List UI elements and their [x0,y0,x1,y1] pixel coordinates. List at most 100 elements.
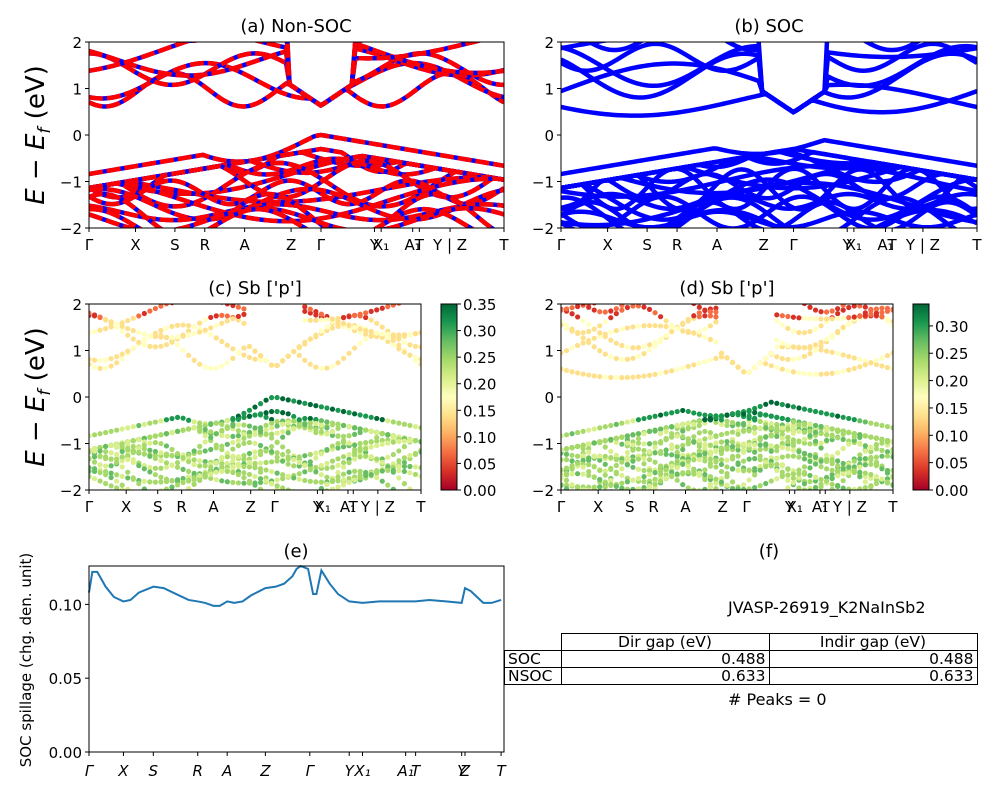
xtick-label: A [221,762,232,780]
scatter-point [407,292,412,297]
scatter-point [630,477,636,483]
xtick-label: Z [459,762,471,780]
scatter-point [103,290,108,295]
scatter-point [624,486,630,490]
scatter-point [192,291,197,296]
scatter-point [713,476,719,482]
scatter-point [191,481,197,487]
scatter-point [824,452,830,458]
scatter-point [873,361,880,367]
scatter-point [807,304,813,310]
scatter-point [851,314,857,320]
scatter-point [368,454,374,460]
scatter-point [624,304,631,311]
scatter-point [141,466,147,472]
xtick-label: Y [457,762,468,780]
scatter-point [569,345,575,351]
scatter-point [591,426,597,432]
scatter-point [352,449,358,456]
scatter-point [613,462,619,469]
scatter-point [119,448,125,455]
scatter-point [241,320,247,326]
scatter-point [868,306,874,313]
scatter-point [729,359,736,366]
scatter-point [246,407,253,413]
scatter-point [274,483,280,489]
scatter-point [125,486,131,490]
scatter-point [340,482,347,488]
scatter-point [163,460,170,466]
scatter-point [685,425,691,431]
scatter-point [368,414,374,420]
scatter-point [824,411,830,417]
scatter-point [890,473,893,480]
scatter-point [269,468,275,475]
scatter-point [758,497,763,502]
ytick-label: 2 [72,34,82,52]
scatter-point [608,422,614,429]
scatter-point [280,458,286,464]
scatter-point [862,462,868,468]
scatter-point [646,472,653,478]
scatter-point [580,428,586,434]
scatter-point [846,315,852,321]
scatter-point [97,469,103,476]
scatter-point [164,497,169,502]
scatter-point [608,329,614,335]
ytick-label: −2 [60,220,82,238]
scatter-point [103,463,109,469]
scatter-point [91,312,98,318]
scatter-point [374,456,380,462]
scatter-point [696,487,702,490]
scatter-point [619,466,625,472]
scatter-point [680,482,686,488]
scatter-point [674,477,680,483]
scatter-point [352,468,358,474]
scatter-point [586,472,592,479]
scatter-point [669,410,675,416]
band-line [89,132,504,177]
table-header-indir: Indir gap (eV) [768,633,978,651]
scatter-point [741,449,747,455]
scatter-point [586,455,592,461]
scatter-point [801,421,808,427]
scatter-point [340,439,347,446]
scatter-point [857,452,863,458]
scatter-point [757,360,763,366]
scatter-point [785,453,791,459]
scatter-point [746,408,752,415]
scatter-point [563,457,570,463]
scatter-point [757,435,763,441]
xtick-label: T [887,236,898,254]
band-line [561,61,977,115]
scatter-point [357,475,363,481]
scatter-point [379,417,385,423]
scatter-point [329,486,336,490]
scatter-point [235,349,241,355]
scatter-point [280,451,286,458]
scatter-point [873,463,880,469]
scatter-point [779,366,785,372]
scatter-point [829,486,835,490]
scatter-point [191,331,197,337]
scatter-point [269,444,275,450]
scatter-point [318,328,324,334]
scatter-point [335,456,341,462]
scatter-point [363,449,369,456]
xtick-label: X₁ [373,236,389,254]
scatter-point [652,343,658,349]
scatter-point [669,442,675,448]
scatter-point [852,294,857,299]
scatter-point [369,275,374,280]
scatter-point [136,463,142,469]
scatter-point [597,484,603,490]
scatter-point [663,475,669,481]
scatter-point [641,293,646,298]
scatter-point [175,289,180,294]
scatter-point [658,467,664,474]
scatter-point [169,452,175,458]
scatter-point [130,424,136,430]
scatter-point [109,289,114,294]
xtick-label: Γ [85,498,94,516]
xtick-label: Γ [557,236,566,254]
